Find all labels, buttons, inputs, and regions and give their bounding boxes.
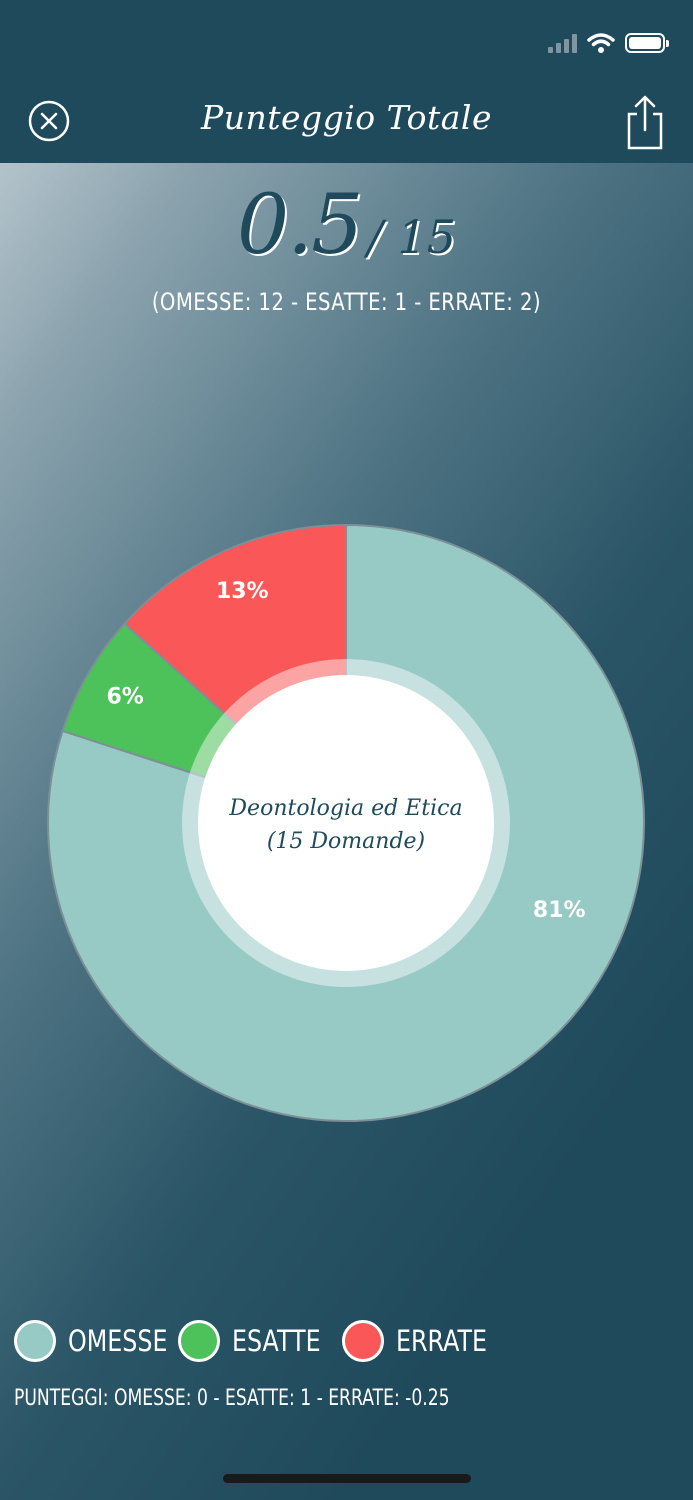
slice-labels: 81% 6% 13% <box>106 579 585 923</box>
cellular-signal-icon <box>548 33 577 53</box>
navigation-bar: Punteggio Totale <box>0 0 693 163</box>
close-circle-icon[interactable] <box>28 100 70 142</box>
results-donut-chart: Deontologia ed Etica (15 Domande) 81% 6% 1… <box>47 523 645 1122</box>
slice-label-errate: 13% <box>216 579 269 604</box>
status-bar <box>548 30 669 56</box>
chart-legend: OMESSE ESATTE ERRATE <box>14 1320 506 1362</box>
scoring-rules: PUNTEGGI: OMESSE: 0 - ESATTE: 1 - ERRATE… <box>14 1386 450 1411</box>
legend-label-omesse: OMESSE <box>68 1324 168 1358</box>
legend-label-errate: ERRATE <box>396 1324 488 1358</box>
score-breakdown: (OMESSE: 12 - ESATTE: 1 - ERRATE: 2) <box>151 288 541 316</box>
legend-item-errate: ERRATE <box>342 1320 488 1362</box>
legend-item-esatte: ESATTE <box>178 1320 324 1362</box>
slice-label-omesse: 81% <box>533 898 586 923</box>
score-total: / 15 <box>367 210 457 264</box>
legend-item-omesse: OMESSE <box>14 1320 168 1362</box>
battery-icon <box>625 33 669 53</box>
wifi-icon <box>587 33 615 53</box>
legend-label-esatte: ESATTE <box>232 1324 321 1358</box>
center-label-subject: Deontologia ed Etica <box>228 796 462 821</box>
legend-swatch-errate <box>342 1320 384 1362</box>
inner-disc <box>198 675 494 971</box>
legend-swatch-omesse <box>14 1320 56 1362</box>
legend-swatch-esatte <box>178 1320 220 1362</box>
page-title: Punteggio Totale <box>201 98 492 137</box>
slice-label-esatte: 6% <box>106 685 143 710</box>
total-score: 0.5/ 15 <box>0 178 693 273</box>
score-value: 0.5 <box>236 178 363 273</box>
home-indicator[interactable] <box>223 1474 471 1483</box>
center-label-count: (15 Domande) <box>267 829 425 854</box>
share-icon[interactable] <box>624 94 666 150</box>
